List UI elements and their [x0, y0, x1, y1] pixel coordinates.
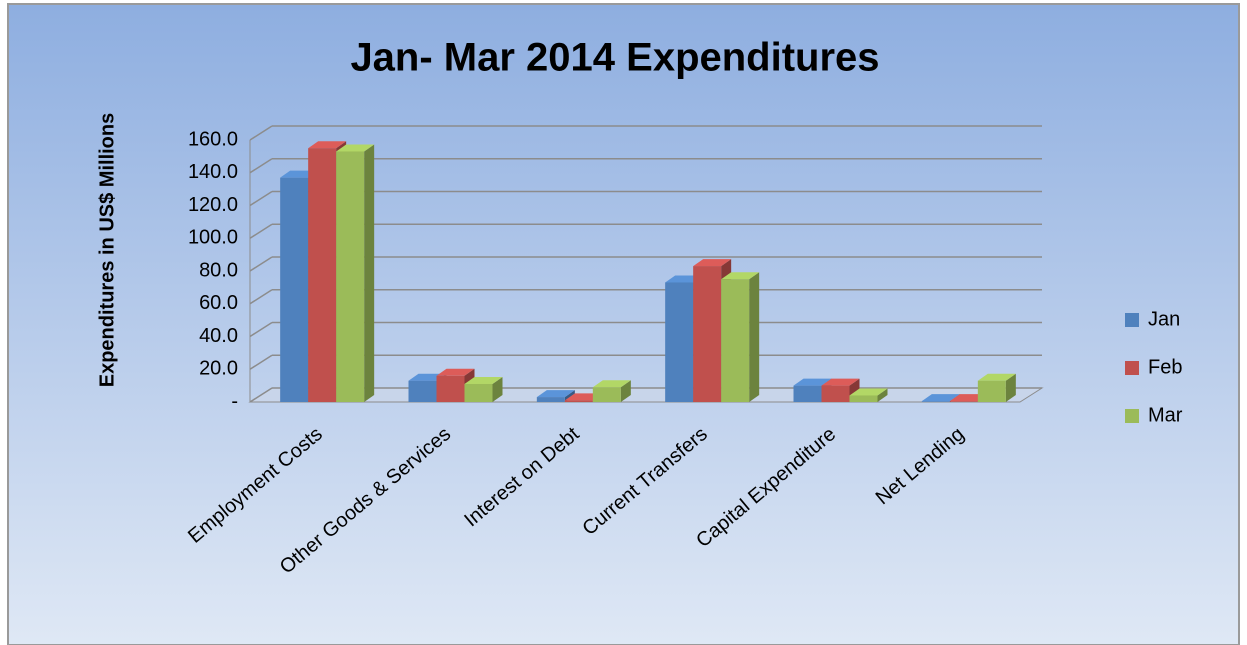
bar-top [436, 368, 475, 376]
bar [436, 375, 465, 402]
bar [336, 151, 365, 402]
legend-label: Jan [1148, 308, 1180, 330]
bar-side [1005, 373, 1016, 402]
y-tick-label: 60.0 [199, 292, 238, 314]
y-tick-label: 120.0 [188, 194, 238, 216]
legend-label: Mar [1148, 404, 1183, 426]
legend-label: Feb [1148, 356, 1182, 378]
y-tick-label: 160.0 [188, 128, 238, 150]
bar [564, 400, 593, 402]
y-tick-label: 140.0 [188, 161, 238, 183]
bar [977, 380, 1006, 402]
bar [280, 177, 309, 402]
bar-side [877, 388, 888, 402]
bar-top [793, 378, 832, 386]
bar [408, 380, 437, 402]
bar-side [364, 144, 375, 402]
bar-side [620, 380, 631, 402]
bar [821, 385, 850, 402]
grid-line-side [249, 387, 273, 403]
y-tick-label: 80.0 [199, 259, 238, 281]
bar-top [308, 141, 347, 149]
bar-top [693, 259, 732, 267]
legend-swatch [1125, 409, 1139, 423]
grid-line-side [249, 190, 273, 207]
y-axis-label: Expenditures in US$ Millions [96, 113, 118, 388]
bar-top [849, 388, 888, 396]
bar-side [749, 272, 760, 402]
grid-line-side [249, 354, 273, 370]
legend-swatch [1125, 313, 1139, 327]
bar [592, 387, 621, 402]
bar [849, 395, 878, 402]
chart-background [7, 3, 1240, 645]
bar-top [464, 376, 503, 384]
y-tick-label: - [231, 390, 238, 412]
bar-top [336, 144, 375, 152]
bar-top [977, 373, 1016, 381]
y-tick-label: 20.0 [199, 358, 238, 380]
grid-line-side [249, 289, 273, 305]
bar [921, 401, 950, 402]
y-tick-label: 40.0 [199, 325, 238, 347]
legend-swatch [1125, 361, 1139, 375]
bar-side [492, 376, 503, 402]
bar [464, 383, 493, 402]
bar [536, 397, 565, 402]
bar [693, 266, 722, 402]
bar-top [921, 394, 960, 402]
bar-top [721, 272, 760, 280]
bar [308, 148, 337, 402]
bar [665, 282, 694, 402]
grid-line-side [249, 256, 273, 272]
grid-line-side [249, 223, 273, 239]
bar-top [821, 378, 860, 386]
bar [721, 279, 750, 402]
bar-top [536, 390, 575, 398]
grid-line-side [249, 158, 273, 174]
y-tick-label: 100.0 [188, 227, 238, 249]
grid-line-side [249, 125, 273, 141]
bar-top [592, 380, 631, 388]
chart-title: Jan- Mar 2014 Expenditures [350, 36, 879, 80]
grid-line-side [249, 321, 273, 338]
bar [793, 385, 822, 402]
bar [949, 401, 978, 402]
